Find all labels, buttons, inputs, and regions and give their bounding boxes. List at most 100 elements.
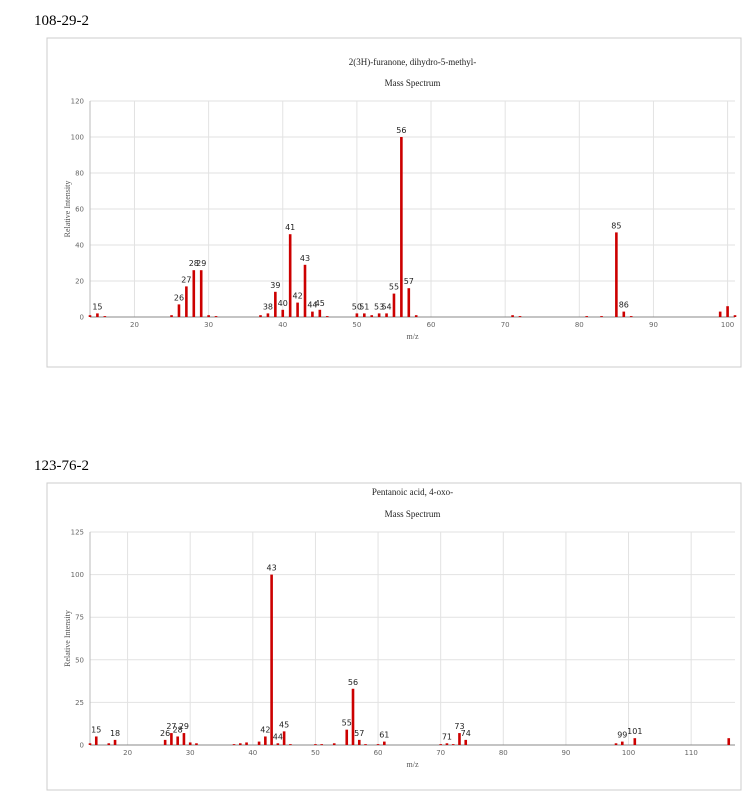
peak-label: 55 [389,283,399,292]
chart-title: Pentanoic acid, 4-oxo- [372,487,453,497]
x-tick-label: 40 [248,749,257,757]
peak-bar [274,291,277,317]
peak-bar [392,293,396,317]
y-tick-label: 20 [75,278,84,286]
panel [46,482,742,791]
peak-label: 54 [381,302,391,311]
peak-bar [385,313,388,317]
peak-label: 61 [379,731,389,740]
peak-bar [376,744,380,745]
peak-bar [170,733,173,745]
peak-bar [257,741,261,745]
x-axis-label: m/z [407,332,419,341]
peak-bar [103,316,107,317]
x-tick-label: 100 [721,321,734,329]
peak-bar [259,315,262,317]
x-tick-label: 60 [374,749,383,757]
chart-title: 2(3H)-furanone, dihydro-5-methyl- [349,57,476,67]
peak-label: 39 [270,281,280,290]
peak-bar [445,743,449,745]
peak-bar [629,316,633,317]
peak-bar [214,316,218,317]
peak-label: 29 [196,259,206,268]
peak-bar [458,733,461,745]
peak-bar [163,739,167,745]
y-tick-label: 60 [75,206,84,214]
peak-bar [199,270,203,317]
x-tick-label: 90 [649,321,658,329]
peak-label: 41 [285,223,295,232]
heading: 123-76-2 [34,458,89,474]
peak-bar [718,311,722,317]
peak-label: 43 [300,254,310,263]
peak-label: 26 [174,293,184,302]
peak-bar [518,316,522,317]
peak-label: 40 [278,299,288,308]
peak-bar [614,743,618,745]
peak-bar [357,739,361,745]
peak-bar [332,743,336,745]
peak-bar [345,729,349,745]
peak-bar [270,574,273,745]
y-tick-label: 75 [75,614,84,622]
peak-bar [207,315,210,317]
peak-bar [289,744,292,745]
x-tick-label: 80 [575,321,584,329]
peak-bar [311,311,314,317]
peak-bar [188,742,192,745]
y-tick-label: 100 [71,134,84,142]
peak-label: 56 [348,678,358,687]
peak-label: 42 [292,292,302,301]
peak-label: 29 [179,722,189,731]
peak-bar [351,688,355,745]
y-tick-label: 25 [75,699,84,707]
y-tick-label: 0 [80,314,84,322]
peak-bar [320,744,323,745]
peak-label: 53 [374,302,384,311]
x-tick-label: 60 [427,321,436,329]
peak-bar [451,744,455,745]
y-tick-label: 125 [71,529,84,537]
peak-bar [464,739,468,745]
peak-label: 71 [442,732,452,741]
peak-bar [176,736,179,745]
x-tick-label: 20 [130,321,139,329]
peak-label: 26 [160,729,170,738]
peak-label: 56 [396,126,406,135]
peak-label: 15 [91,725,101,734]
x-tick-label: 70 [436,749,445,757]
x-tick-label: 50 [311,749,320,757]
peak-bar [615,232,618,317]
peak-label: 44 [307,301,317,310]
peak-bar [96,313,99,317]
peak-bar [88,315,92,317]
peak-label: 15 [92,302,102,311]
peak-bar [585,316,589,317]
y-tick-label: 50 [75,656,84,664]
y-axis-label: Relative Intensity [63,181,72,238]
peak-bar [177,304,181,317]
peak-label: 85 [611,221,621,230]
peak-bar [303,264,307,317]
peak-bar [355,313,359,317]
x-tick-label: 30 [186,749,195,757]
peak-bar [318,309,322,317]
peak-bar [370,315,374,317]
peak-bar [511,315,514,317]
peak-label: 27 [181,275,191,284]
peak-bar [296,302,299,317]
x-tick-label: 80 [499,749,508,757]
peak-label: 86 [619,301,629,310]
peak-label: 50 [352,302,362,311]
peak-bar [185,286,188,317]
y-axis-label: Relative Intensity [63,610,72,667]
peak-bar [407,288,411,317]
peak-label: 55 [342,719,352,728]
x-tick-label: 20 [123,749,132,757]
peak-label: 38 [263,302,273,311]
peak-bar [288,234,292,317]
peak-bar [633,738,637,745]
peak-bar [195,743,198,745]
peak-bar [238,743,242,745]
